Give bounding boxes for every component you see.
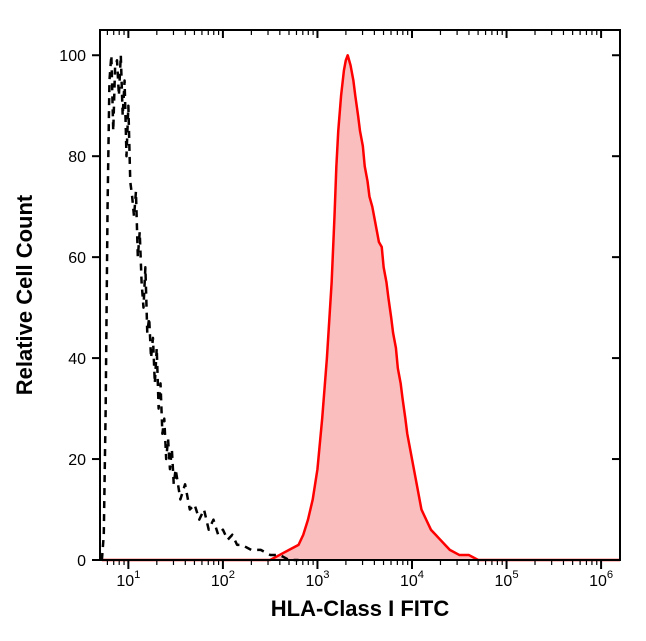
svg-text:Relative Cell Count: Relative Cell Count [12, 194, 37, 395]
svg-text:60: 60 [68, 250, 86, 267]
svg-text:0: 0 [77, 553, 86, 570]
svg-text:80: 80 [68, 149, 86, 166]
flow-cytometry-histogram: 020406080100101102103104105106HLA-Class … [0, 0, 646, 641]
chart-svg: 020406080100101102103104105106HLA-Class … [0, 0, 646, 641]
svg-text:HLA-Class I FITC: HLA-Class I FITC [271, 596, 450, 621]
svg-text:20: 20 [68, 452, 86, 469]
svg-text:40: 40 [68, 351, 86, 368]
svg-text:100: 100 [59, 48, 86, 65]
